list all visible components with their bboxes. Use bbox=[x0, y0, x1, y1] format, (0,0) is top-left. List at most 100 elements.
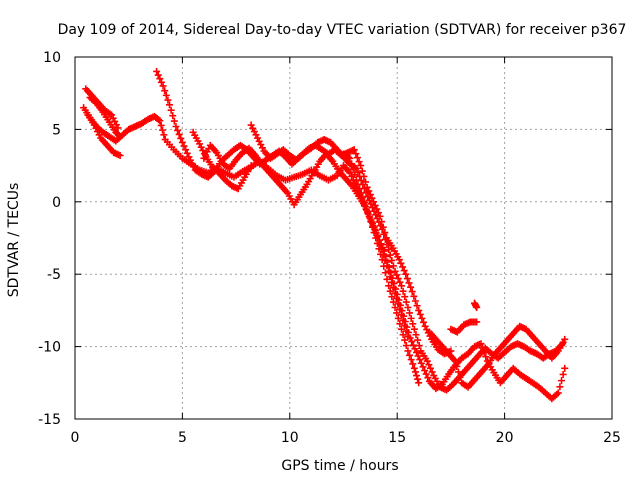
data-point bbox=[424, 374, 432, 382]
data-point bbox=[399, 263, 407, 271]
data-point bbox=[425, 361, 433, 369]
data-point bbox=[155, 116, 163, 124]
data-point bbox=[412, 331, 420, 339]
data-point bbox=[372, 227, 380, 235]
data-point bbox=[381, 229, 389, 237]
data-point bbox=[416, 356, 424, 364]
data-point bbox=[410, 292, 418, 300]
data-point bbox=[451, 357, 459, 365]
data-point bbox=[175, 130, 183, 138]
data-point bbox=[160, 131, 168, 139]
chart-title: Day 109 of 2014, Sidereal Day-to-day VTE… bbox=[58, 22, 627, 38]
data-point bbox=[182, 146, 190, 154]
data-point bbox=[346, 169, 354, 177]
data-point bbox=[389, 262, 397, 270]
data-point bbox=[408, 338, 416, 346]
data-point bbox=[356, 185, 364, 193]
data-point bbox=[391, 289, 399, 297]
ticks: 0 5 10 15 20 25 -15 -10 -5 0 5 10 bbox=[38, 50, 621, 446]
data-point bbox=[388, 256, 396, 264]
data-point bbox=[385, 282, 393, 290]
data-series bbox=[447, 318, 481, 336]
data-point bbox=[422, 370, 430, 378]
data-point bbox=[411, 368, 419, 376]
data-point bbox=[257, 141, 265, 149]
data-point bbox=[397, 282, 405, 290]
data-point bbox=[360, 172, 368, 180]
grid bbox=[75, 57, 612, 419]
data-point bbox=[394, 300, 402, 308]
data-point bbox=[363, 183, 371, 191]
data-point bbox=[353, 154, 361, 162]
data-point bbox=[401, 293, 409, 301]
data-point bbox=[172, 123, 180, 131]
y-tick-label: -5 bbox=[47, 267, 61, 283]
data-point bbox=[391, 304, 399, 312]
data-point bbox=[350, 146, 358, 154]
data-point bbox=[365, 212, 373, 220]
data-point bbox=[377, 241, 385, 249]
data-series bbox=[86, 94, 124, 141]
data-point bbox=[414, 336, 422, 344]
data-point bbox=[371, 201, 379, 209]
data-point bbox=[482, 353, 490, 361]
data-point bbox=[419, 363, 427, 371]
data-point bbox=[348, 160, 356, 168]
x-tick-label: 15 bbox=[388, 430, 406, 446]
x-axis-label: GPS time / hours bbox=[281, 458, 398, 474]
data-series bbox=[80, 104, 423, 387]
data-point bbox=[400, 267, 408, 275]
data-point bbox=[408, 288, 416, 296]
data-series bbox=[425, 322, 569, 391]
data-point bbox=[391, 267, 399, 275]
data-point bbox=[249, 124, 257, 132]
data-point bbox=[157, 78, 165, 86]
data-series bbox=[471, 299, 481, 312]
data-point bbox=[479, 344, 487, 352]
data-point bbox=[393, 294, 401, 302]
data-point bbox=[456, 373, 464, 381]
data-point bbox=[352, 150, 360, 158]
data-point bbox=[418, 314, 426, 322]
x-tick-label: 25 bbox=[603, 430, 621, 446]
x-tick-label: 20 bbox=[496, 430, 514, 446]
data-point bbox=[170, 117, 178, 125]
data-point bbox=[399, 316, 407, 324]
data-point bbox=[399, 287, 407, 295]
data-point bbox=[162, 91, 170, 99]
data-point bbox=[389, 298, 397, 306]
data-point bbox=[389, 284, 397, 292]
data-point bbox=[374, 209, 382, 217]
data-point bbox=[414, 352, 422, 360]
data-point bbox=[477, 340, 485, 348]
data-point bbox=[396, 305, 404, 313]
data-point bbox=[417, 359, 425, 367]
data-point bbox=[381, 256, 389, 264]
data-point bbox=[370, 223, 378, 231]
x-tick-label: 0 bbox=[71, 430, 80, 446]
data-point bbox=[396, 278, 404, 286]
data-point bbox=[406, 351, 414, 359]
data-point bbox=[254, 134, 262, 142]
data-series bbox=[189, 128, 255, 193]
data-point bbox=[406, 309, 414, 317]
data-point bbox=[157, 121, 165, 129]
data-point bbox=[164, 96, 172, 104]
data-point bbox=[404, 332, 412, 340]
data-point bbox=[416, 310, 424, 318]
data-point bbox=[421, 322, 429, 330]
data-point bbox=[167, 106, 175, 114]
data-point bbox=[386, 251, 394, 259]
data-point bbox=[362, 203, 370, 211]
data-point bbox=[370, 198, 378, 206]
data-point bbox=[255, 137, 263, 145]
data-point bbox=[386, 273, 394, 281]
data-point bbox=[154, 71, 162, 79]
data-series bbox=[84, 111, 124, 159]
data-point bbox=[376, 212, 384, 220]
data-point bbox=[373, 205, 381, 213]
data-point bbox=[352, 176, 360, 184]
data-point bbox=[358, 167, 366, 175]
y-tick-label: -15 bbox=[38, 412, 61, 428]
y-tick-label: 5 bbox=[52, 122, 61, 138]
